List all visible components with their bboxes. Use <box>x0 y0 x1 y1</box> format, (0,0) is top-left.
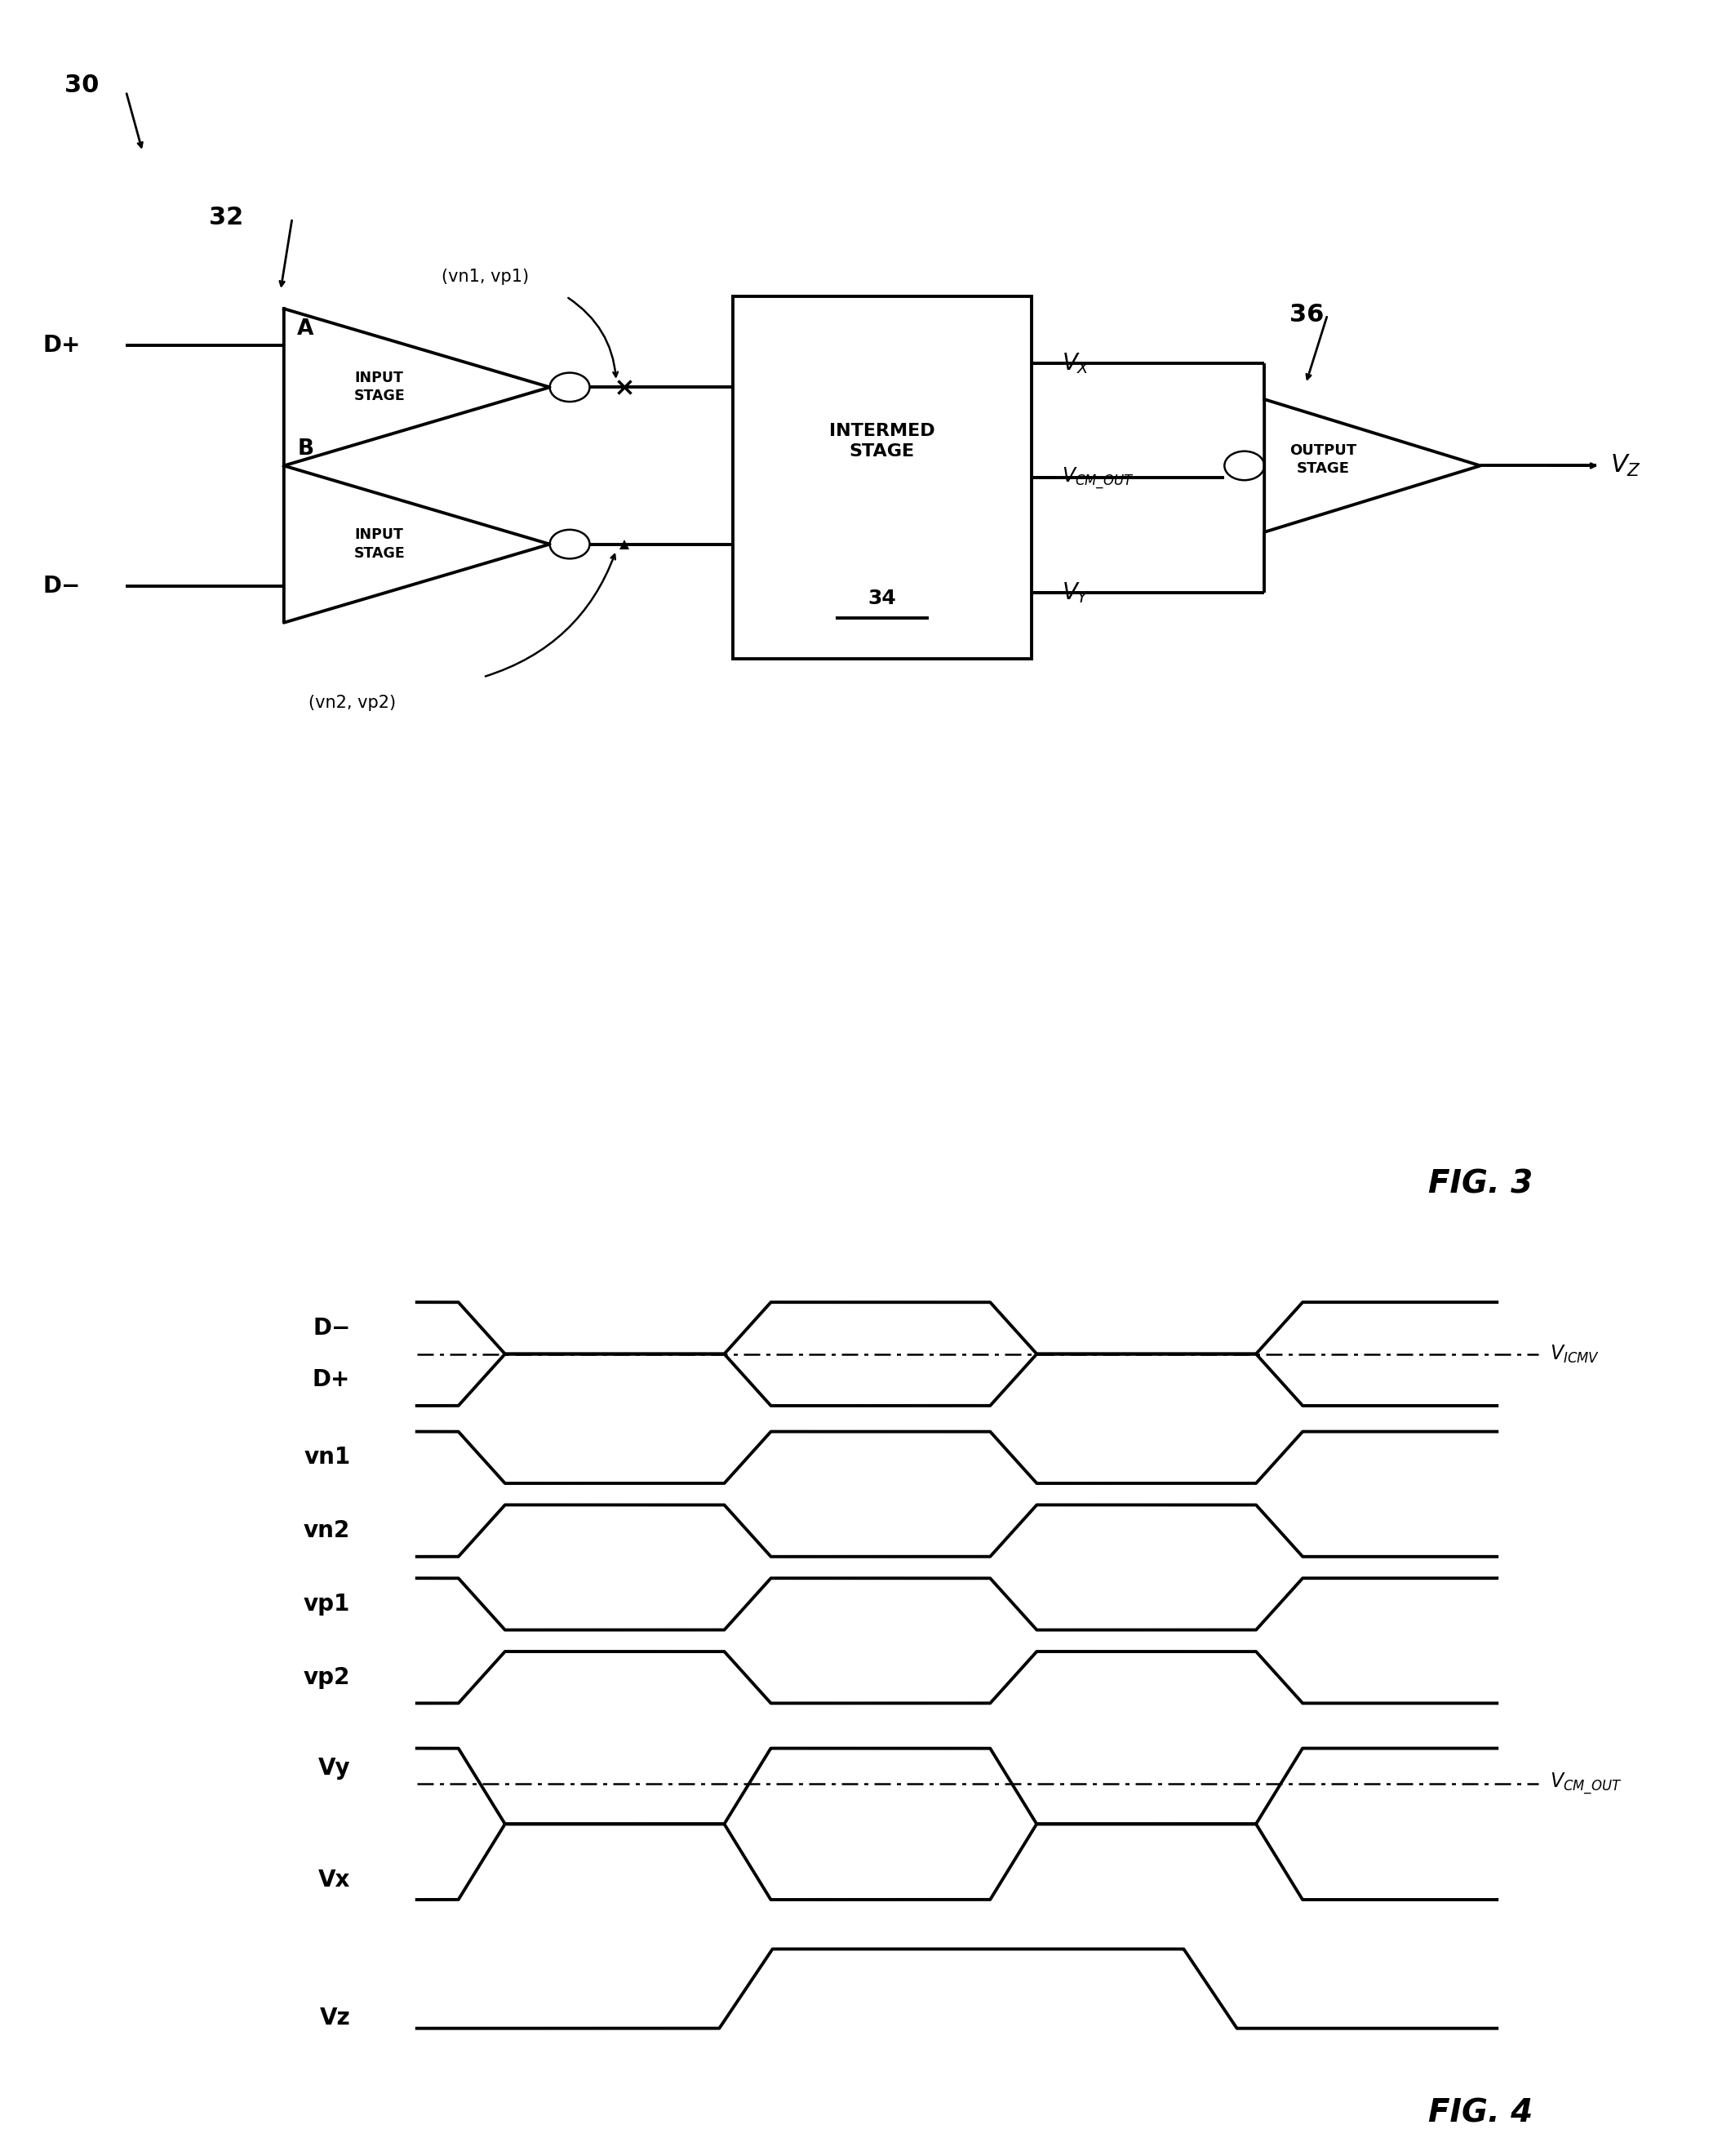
Text: 34: 34 <box>867 589 897 608</box>
Text: D+: D+ <box>313 1369 350 1391</box>
Text: $V_Z$: $V_Z$ <box>1610 453 1641 479</box>
Text: Vx: Vx <box>319 1869 350 1891</box>
Text: D−: D− <box>43 576 81 597</box>
Text: INPUT
STAGE: INPUT STAGE <box>353 371 405 403</box>
Bar <box>732 298 1032 660</box>
Text: D−: D− <box>313 1317 350 1339</box>
Text: 36: 36 <box>1290 302 1324 326</box>
Text: D+: D+ <box>43 334 81 356</box>
Text: INTERMED
STAGE: INTERMED STAGE <box>829 423 935 459</box>
Text: B: B <box>298 438 313 459</box>
Text: INPUT
STAGE: INPUT STAGE <box>353 528 405 561</box>
Text: FIG. 3: FIG. 3 <box>1428 1169 1532 1199</box>
Text: 30: 30 <box>64 73 99 97</box>
Text: vn1: vn1 <box>303 1447 350 1468</box>
Text: $V_Y$: $V_Y$ <box>1061 580 1089 604</box>
Text: $V_X$: $V_X$ <box>1061 351 1091 375</box>
Text: A: A <box>298 319 313 341</box>
Text: (vn2, vp2): (vn2, vp2) <box>308 694 396 711</box>
Text: vn2: vn2 <box>303 1520 350 1542</box>
Text: OUTPUT
STAGE: OUTPUT STAGE <box>1290 444 1357 476</box>
Text: vp1: vp1 <box>303 1593 350 1615</box>
Text: (vn1, vp1): (vn1, vp1) <box>441 267 530 285</box>
Text: $V_{ICMV}$: $V_{ICMV}$ <box>1551 1343 1599 1365</box>
Text: Vy: Vy <box>319 1757 350 1779</box>
Text: $V_{CM\_OUT}$: $V_{CM\_OUT}$ <box>1061 466 1134 489</box>
Text: 32: 32 <box>209 207 244 231</box>
Text: Vz: Vz <box>320 2007 350 2029</box>
Text: vp2: vp2 <box>303 1667 350 1688</box>
Text: $V_{CM\_OUT}$: $V_{CM\_OUT}$ <box>1551 1770 1622 1796</box>
Text: FIG. 4: FIG. 4 <box>1428 2098 1532 2128</box>
